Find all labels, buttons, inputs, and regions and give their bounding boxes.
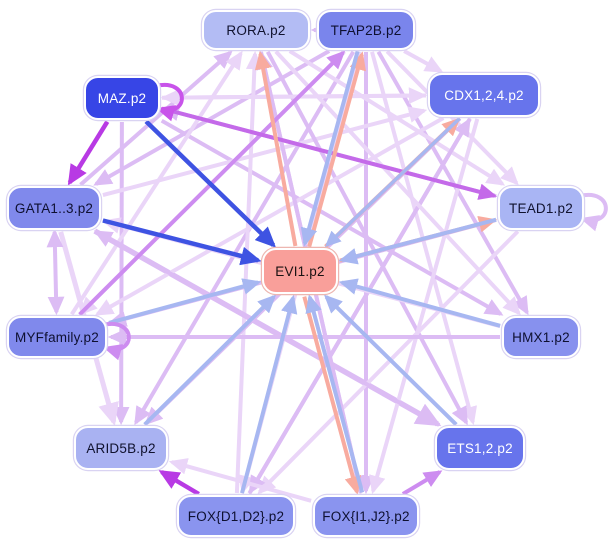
edge-tfap2b-evi1 <box>300 50 360 247</box>
node-label-foxi: FOX{I1,J2}.p2 <box>322 508 410 524</box>
node-label-evi1: EVI1.p2 <box>275 263 325 279</box>
edge-tead1-foxd <box>257 229 520 495</box>
edge-tead1-evi1 <box>338 217 497 265</box>
node-label-arid5b: ARID5B.p2 <box>86 440 156 456</box>
edge-myf-evi1 <box>108 278 262 325</box>
self-loop-maz <box>155 82 184 122</box>
edge-maz-evi1 <box>144 119 277 248</box>
node-label-myf: MYFfamily.p2 <box>15 329 99 345</box>
edge-tfap2b-tead1 <box>385 49 519 186</box>
edge-gata-evi1 <box>102 218 262 266</box>
edge-tfap2b-cdx <box>403 49 444 73</box>
edge-cdx-maz <box>160 89 427 106</box>
self-loop-myf <box>102 321 131 361</box>
edge-foxd-arid5b <box>158 470 200 496</box>
node-label-foxd: FOX{D1,D2}.p2 <box>187 508 285 524</box>
node-myf[interactable]: MYFfamily.p2 <box>7 316 107 358</box>
edge-hmx1-evi1 <box>338 278 501 328</box>
node-label-hmx1: HMX1.p2 <box>512 329 570 345</box>
edge-tfap2b-gata <box>93 49 331 186</box>
edge-gata-rora <box>79 50 233 187</box>
edge-rora-tead1 <box>288 49 506 186</box>
edge-foxi-arid5b <box>168 458 312 503</box>
node-foxi[interactable]: FOX{I1,J2}.p2 <box>313 495 419 537</box>
node-label-gata: GATA1..3.p2 <box>14 200 94 216</box>
edge-gata-myf <box>46 228 65 316</box>
edge-rora-hmx1 <box>274 50 521 316</box>
node-maz[interactable]: MAZ.p2 <box>84 76 160 120</box>
node-arid5b[interactable]: ARID5B.p2 <box>74 426 168 470</box>
edge-foxi-ets <box>401 470 443 496</box>
node-hmx1[interactable]: HMX1.p2 <box>502 316 580 358</box>
node-label-cdx: CDX1,2,4.p2 <box>444 87 524 103</box>
node-cdx[interactable]: CDX1,2,4.p2 <box>428 73 540 117</box>
edge-evi1-tfap2b <box>307 51 366 248</box>
node-label-tead1: TEAD1.p2 <box>509 200 573 216</box>
edge-arid5b-evi1 <box>143 294 277 427</box>
edge-cdx-myf <box>94 116 445 316</box>
edge-foxd-rora <box>234 50 263 494</box>
node-tfap2b[interactable]: TFAP2B.p2 <box>317 10 415 50</box>
edge-foxi-evi1 <box>305 294 365 493</box>
node-rora[interactable]: RORA.p2 <box>202 10 310 50</box>
self-loop-tead1 <box>579 192 608 232</box>
node-evi1[interactable]: EVI1.p2 <box>262 248 338 294</box>
edge-maz-hmx1 <box>160 118 504 316</box>
node-foxd[interactable]: FOX{D1,D2}.p2 <box>177 495 295 537</box>
edge-evi1-foxi <box>302 296 362 495</box>
node-label-rora: RORA.p2 <box>226 22 286 38</box>
node-label-tfap2b: TFAP2B.p2 <box>330 22 402 38</box>
edge-evi1-rora <box>254 50 298 247</box>
edge-foxd-evi1 <box>240 294 298 494</box>
node-ets[interactable]: ETS1,2.p2 <box>435 426 525 470</box>
node-label-ets: ETS1,2.p2 <box>447 440 513 456</box>
node-label-maz: MAZ.p2 <box>97 90 147 106</box>
edge-gata-cdx <box>102 106 428 198</box>
edge-cdx-evi1 <box>324 117 461 248</box>
node-tead1[interactable]: TEAD1.p2 <box>498 186 584 230</box>
edge-ets-gata <box>93 230 441 427</box>
edge-ets-evi1 <box>323 294 458 427</box>
edge-maz-gata <box>67 120 110 186</box>
edge-tfap2b-arid5b <box>134 50 356 426</box>
node-gata[interactable]: GATA1..3.p2 <box>7 186 101 230</box>
edge-rora-ets <box>265 50 469 426</box>
